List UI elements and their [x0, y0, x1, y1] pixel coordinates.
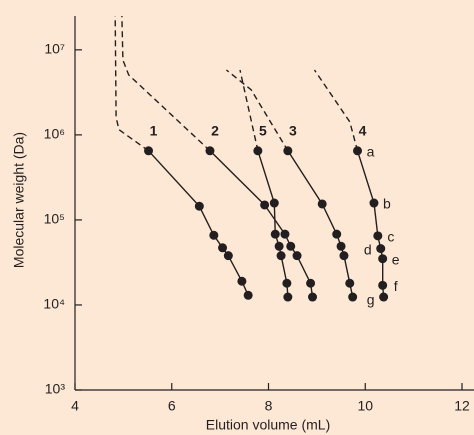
- data-point: [378, 254, 388, 264]
- data-point: [308, 292, 318, 302]
- series-line: [209, 150, 314, 298]
- data-point: [317, 199, 327, 209]
- data-point: [223, 251, 233, 261]
- data-point: [282, 278, 292, 288]
- point-label: e: [392, 251, 400, 267]
- data-point: [194, 201, 204, 211]
- data-point: [276, 251, 286, 261]
- data-point: [260, 200, 270, 210]
- series-label: 1: [150, 122, 158, 138]
- data-point: [270, 229, 280, 239]
- point-label: a: [367, 143, 375, 159]
- y-tick-label: 10⁷: [44, 41, 65, 57]
- x-tick-label: 12: [454, 398, 470, 414]
- data-point: [253, 146, 263, 156]
- data-point: [373, 231, 383, 241]
- data-point: [332, 229, 342, 239]
- y-tick-label: 10⁶: [44, 126, 65, 142]
- series-label: 5: [259, 122, 267, 138]
- dashed-extension: [239, 69, 259, 151]
- data-point: [336, 241, 346, 251]
- point-label: g: [367, 292, 375, 308]
- data-point: [280, 229, 290, 239]
- data-point: [209, 230, 219, 240]
- y-axis-label: Molecular weight (Da): [11, 132, 27, 268]
- point-label: b: [383, 196, 391, 212]
- data-point: [269, 198, 279, 208]
- series-line: [287, 150, 354, 298]
- series-label: 2: [211, 122, 219, 138]
- series-line: [356, 150, 385, 298]
- dashed-extension: [114, 15, 149, 152]
- x-tick-label: 10: [357, 398, 373, 414]
- data-point: [345, 278, 355, 288]
- x-tick-label: 4: [71, 398, 79, 414]
- x-axis-label: Elution volume (mL): [206, 417, 331, 433]
- data-point: [205, 146, 215, 156]
- data-point: [376, 244, 386, 254]
- data-point: [369, 198, 379, 208]
- data-point: [237, 276, 247, 286]
- data-point: [218, 243, 228, 253]
- dashed-extension: [121, 15, 211, 152]
- y-tick-label: 10⁵: [44, 211, 65, 227]
- dashed-extension: [313, 69, 359, 151]
- data-point: [379, 292, 389, 302]
- series-label: 3: [289, 122, 297, 138]
- point-label: d: [364, 241, 372, 257]
- data-point: [283, 292, 293, 302]
- x-tick-label: 8: [265, 398, 273, 414]
- data-point: [348, 292, 358, 302]
- data-point: [306, 278, 316, 288]
- data-point: [378, 280, 388, 290]
- x-tick-label: 6: [168, 398, 176, 414]
- series-label: 4: [359, 122, 367, 138]
- series-line: [147, 150, 249, 296]
- dashed-extension: [225, 69, 289, 152]
- y-tick-label: 10⁴: [43, 296, 65, 312]
- point-label: c: [387, 229, 394, 245]
- data-point: [144, 146, 154, 156]
- series-line: [257, 150, 289, 298]
- y-tick-label: 10³: [45, 381, 66, 397]
- data-point: [274, 241, 284, 251]
- data-point: [283, 146, 293, 156]
- data-point: [339, 251, 349, 261]
- data-point: [292, 251, 302, 261]
- data-point: [286, 241, 296, 251]
- point-label: f: [394, 278, 398, 294]
- data-point: [353, 146, 363, 156]
- data-point: [243, 290, 253, 300]
